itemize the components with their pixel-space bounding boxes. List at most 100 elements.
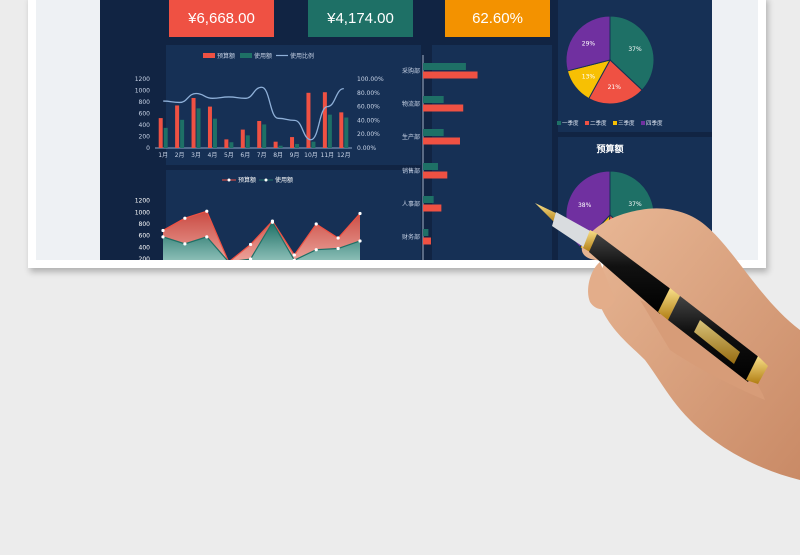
- x-tick-label: 7月: [257, 152, 267, 159]
- used-bar: [229, 142, 234, 148]
- used-bar: [262, 124, 267, 148]
- x-tick-label: 3月: [191, 152, 201, 159]
- kpi-budget-total: ¥6,668.00: [169, 0, 274, 37]
- used-bar: [423, 196, 434, 203]
- budget-bar: [306, 92, 311, 148]
- budget-bar: [240, 129, 245, 148]
- legend-q1: 一季度: [562, 119, 579, 127]
- x-tick-label: 0: [421, 260, 425, 267]
- x-tick-label: 2000: [469, 260, 484, 267]
- budget-point: [183, 216, 187, 220]
- y-tick-label: 1200: [135, 76, 150, 83]
- budget-bar: [423, 204, 442, 212]
- x-tick-label: 9月: [290, 152, 300, 159]
- legend-used: 使用额: [254, 52, 272, 60]
- budget-point: [205, 209, 209, 213]
- budget-bar: [423, 171, 448, 179]
- budget-point: [248, 242, 253, 247]
- used-bar: [180, 119, 185, 148]
- used-point: [161, 235, 165, 239]
- budget-bar: [224, 139, 229, 148]
- legend-budget: 预算额: [238, 176, 256, 184]
- pen-end: [746, 356, 768, 384]
- category-label: 人事部: [402, 200, 420, 208]
- legend-q2: 二季度: [590, 119, 607, 127]
- y-tick-label: 400: [139, 244, 151, 251]
- used-point: [358, 239, 362, 243]
- used-line: [162, 221, 361, 260]
- used-bar: [196, 108, 201, 148]
- kpi-usage-ratio: 62.60%: [445, 0, 550, 37]
- y-tick-label: 600: [139, 111, 151, 118]
- y-tick-label: 0: [146, 145, 150, 152]
- x-tick-label: 8月: [273, 152, 283, 159]
- used-bar: [344, 117, 349, 148]
- quarter-pie-chart: 一季度 二季度 三季度 四季度 37% 21% 13% 29%: [557, 15, 663, 127]
- pen-barrel: [589, 234, 672, 314]
- pie-slice: [588, 59, 643, 105]
- legend-q4: 四季度: [646, 119, 663, 127]
- used-point: [314, 248, 318, 252]
- used-bar: [278, 145, 283, 148]
- legend-q3: 三季度: [618, 119, 635, 127]
- y-tick-label: 200: [139, 256, 151, 263]
- y-tick-label: 1000: [135, 209, 150, 216]
- y-tick-label: 800: [139, 99, 151, 106]
- legend-marker-budget: [227, 178, 231, 182]
- budget-bar: [339, 112, 344, 148]
- y2-tick-label: 80.00%: [357, 90, 380, 97]
- category-label: 物流部: [402, 100, 420, 108]
- budget-bar: [423, 104, 464, 112]
- pen-band: [583, 230, 598, 252]
- pie-title: 预算额: [596, 143, 623, 155]
- pie-label: 29%: [582, 40, 596, 47]
- x-tick-label: 5月: [224, 152, 234, 159]
- pen-nib-icon: [535, 203, 560, 224]
- used-bar: [163, 127, 168, 148]
- y-tick-label: 800: [139, 221, 151, 228]
- budget-point: [336, 236, 340, 240]
- used-bar: [423, 96, 444, 103]
- budget-bar: [423, 71, 478, 79]
- pen-image: [535, 203, 768, 384]
- pie-slice: [609, 15, 655, 91]
- budget-bar: [423, 137, 460, 145]
- x-tick-label: 11月: [321, 152, 335, 159]
- area-chart-legend: 预算额 使用额: [222, 176, 293, 184]
- legend-used: 使用额: [275, 176, 293, 184]
- used-bar: [423, 229, 429, 236]
- y2-tick-label: 20.00%: [357, 131, 380, 138]
- category-label: 采购部: [402, 67, 420, 75]
- legend-ratio: 使用比例: [290, 52, 314, 60]
- used-point: [205, 235, 209, 239]
- pie-label: 37%: [628, 201, 642, 208]
- category-label: 生产部: [402, 133, 420, 141]
- y-tick-label: 1200: [135, 198, 150, 205]
- legend-swatch-budget: [203, 53, 215, 58]
- legend-budget: 预算额: [217, 52, 235, 60]
- pen-grip: [552, 212, 592, 248]
- x-tick-label: 2月: [175, 152, 185, 159]
- legend-swatch-q4: [641, 121, 645, 125]
- finger-icon: [588, 262, 615, 310]
- thumb-icon: [640, 300, 765, 400]
- used-bar: [245, 135, 250, 148]
- x-tick-label: 1月: [158, 152, 168, 159]
- budget-bar: [175, 105, 180, 148]
- category-label: 财务部: [402, 233, 420, 241]
- budget-bar: [290, 137, 295, 148]
- used-bar: [212, 118, 217, 148]
- x-tick-label: 3000: [496, 260, 511, 267]
- hand-with-pen-photo: [535, 203, 800, 480]
- x-tick-label: 1000: [442, 260, 457, 267]
- used-bar: [327, 114, 332, 148]
- y2-tick-label: 40.00%: [357, 117, 380, 124]
- used-point: [227, 260, 230, 263]
- used-bar: [423, 163, 438, 170]
- kpi-used-total: ¥4,174.00: [308, 0, 413, 37]
- pen-ring: [658, 288, 680, 320]
- used-point: [248, 257, 253, 260]
- y2-tick-label: 60.00%: [357, 104, 380, 111]
